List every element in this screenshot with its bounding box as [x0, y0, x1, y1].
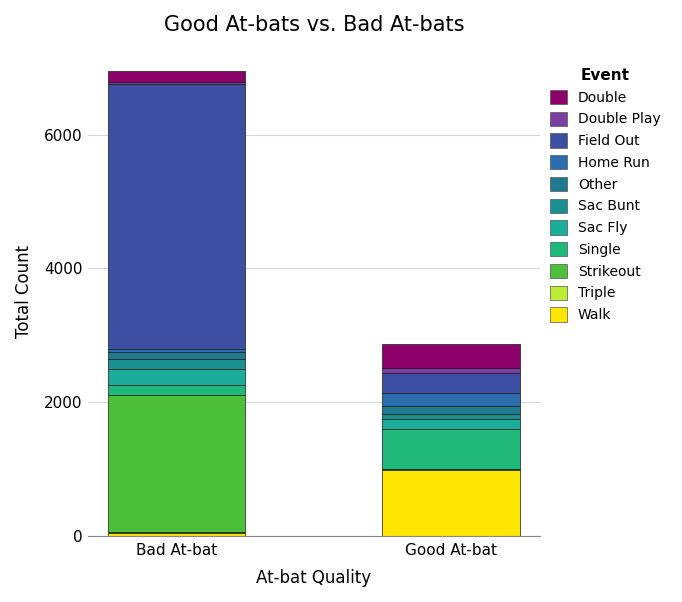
Bar [383, 469, 520, 470]
Bar [383, 429, 520, 469]
Bar [108, 349, 246, 352]
Bar [108, 370, 246, 385]
Bar [383, 406, 520, 414]
Bar [383, 470, 520, 536]
Bar [383, 368, 520, 373]
Bar [108, 71, 246, 82]
Bar [383, 373, 520, 393]
Bar [383, 393, 520, 406]
Bar [108, 82, 246, 84]
Bar [383, 419, 520, 429]
Y-axis label: Total Count: Total Count [15, 245, 33, 338]
Bar [383, 414, 520, 419]
Bar [108, 84, 246, 349]
Bar [108, 352, 246, 359]
Bar [108, 359, 246, 370]
X-axis label: At-bat Quality: At-bat Quality [256, 569, 372, 587]
Bar [108, 532, 246, 533]
Title: Good At-bats vs. Bad At-bats: Good At-bats vs. Bad At-bats [164, 15, 464, 35]
Bar [108, 395, 246, 532]
Bar [108, 533, 246, 536]
Bar [108, 385, 246, 395]
Legend: Double, Double Play, Field Out, Home Run, Other, Sac Bunt, Sac Fly, Single, Stri: Double, Double Play, Field Out, Home Run… [545, 63, 666, 327]
Bar [383, 344, 520, 368]
